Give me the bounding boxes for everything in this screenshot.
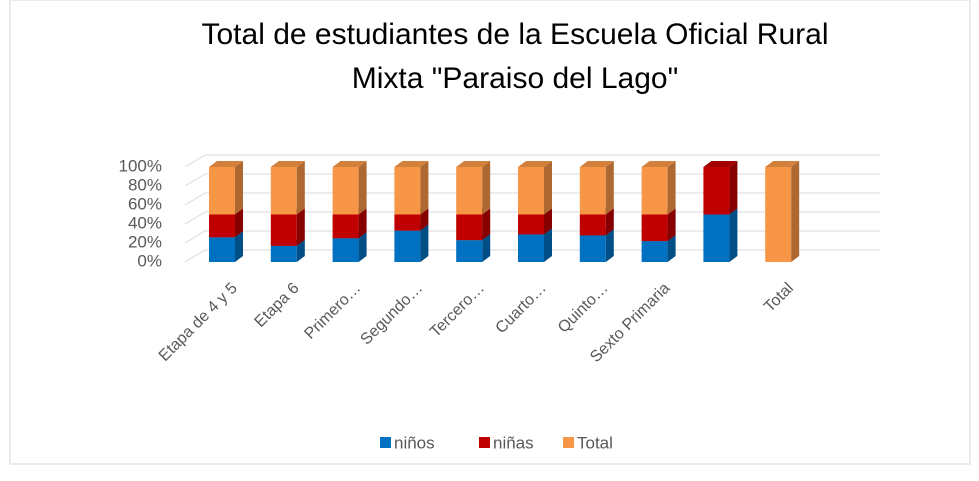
bar-side bbox=[296, 208, 305, 246]
legend-label: Total bbox=[577, 433, 613, 452]
bar-front bbox=[579, 214, 606, 236]
y-tick-label: 40% bbox=[128, 213, 162, 232]
y-tick-label: 0% bbox=[137, 251, 162, 270]
bar-side bbox=[358, 208, 367, 239]
bar-front bbox=[332, 214, 359, 239]
bar-front bbox=[641, 167, 668, 215]
bar-top bbox=[332, 161, 367, 167]
bar-segment bbox=[456, 161, 491, 215]
y-tick-label: 80% bbox=[128, 175, 162, 194]
bar-front bbox=[641, 241, 668, 262]
bar-top bbox=[394, 161, 429, 167]
bar-side bbox=[296, 239, 305, 262]
legend-swatch bbox=[380, 437, 391, 448]
bar-front bbox=[579, 235, 606, 262]
bar-front bbox=[456, 214, 483, 241]
bar-side bbox=[729, 161, 738, 215]
bar-side bbox=[544, 208, 552, 235]
bar-side bbox=[729, 208, 738, 262]
bar-top bbox=[270, 161, 305, 167]
y-tick-label: 100% bbox=[119, 156, 162, 175]
bar-top bbox=[703, 161, 738, 167]
bar-front bbox=[518, 214, 544, 235]
bar-side bbox=[420, 208, 429, 231]
bar-side bbox=[482, 208, 491, 241]
bar-side bbox=[235, 161, 243, 215]
chart-title: Total de estudiantes de la Escuela Ofici… bbox=[201, 18, 828, 51]
legend-label: niños bbox=[394, 433, 435, 452]
bar-side bbox=[235, 208, 243, 238]
bar-segment bbox=[703, 161, 738, 215]
bar-front bbox=[270, 167, 297, 215]
bar-front bbox=[270, 245, 297, 262]
bar-side bbox=[358, 232, 367, 262]
bar-side bbox=[605, 161, 614, 215]
bar-front bbox=[394, 214, 421, 231]
bar-side bbox=[791, 161, 800, 262]
bar-segment bbox=[270, 161, 305, 215]
bar-front bbox=[456, 167, 483, 215]
bar-front bbox=[209, 214, 235, 238]
bar-segment bbox=[394, 161, 429, 215]
bar-segment bbox=[209, 161, 243, 215]
bar-front bbox=[209, 167, 235, 215]
legend-swatch bbox=[479, 437, 490, 448]
bar-segment bbox=[703, 208, 738, 262]
bar-side bbox=[667, 161, 676, 215]
grid-line bbox=[184, 154, 880, 168]
bar-top bbox=[209, 161, 243, 167]
bar-segment bbox=[394, 224, 429, 262]
bar-side bbox=[544, 228, 552, 262]
bar-front bbox=[456, 240, 483, 262]
bar-segment bbox=[332, 161, 367, 215]
bar-top bbox=[456, 161, 491, 167]
bar-side bbox=[296, 161, 305, 215]
bar-front bbox=[394, 230, 421, 262]
bar-side bbox=[482, 161, 491, 215]
bar-side bbox=[358, 161, 367, 215]
y-tick-label: 60% bbox=[128, 194, 162, 213]
bar-side bbox=[420, 161, 429, 215]
legend-swatch bbox=[563, 437, 574, 448]
bar-front bbox=[394, 167, 421, 215]
legend-label: niñas bbox=[493, 433, 534, 452]
bar-side bbox=[544, 161, 552, 215]
bar-front bbox=[703, 214, 730, 262]
bar-top bbox=[518, 161, 552, 167]
bar-side bbox=[667, 235, 676, 262]
bar-side bbox=[667, 208, 676, 242]
bar-segment bbox=[579, 161, 614, 215]
bar-front bbox=[332, 167, 359, 215]
bar-front bbox=[518, 234, 544, 262]
bar-top bbox=[765, 161, 800, 167]
bar-top bbox=[641, 161, 676, 167]
bar-front bbox=[332, 238, 359, 262]
y-tick-label: 20% bbox=[128, 232, 162, 251]
bar-segment bbox=[765, 161, 800, 262]
bar-side bbox=[605, 208, 614, 236]
bar-side bbox=[605, 229, 614, 262]
bar-front bbox=[209, 237, 235, 262]
bar-front bbox=[579, 167, 606, 215]
bar-side bbox=[420, 224, 429, 262]
bar-front bbox=[765, 167, 792, 262]
bar-front bbox=[641, 214, 668, 242]
bar-segment bbox=[518, 161, 552, 215]
bar-segment bbox=[641, 161, 676, 215]
bar-side bbox=[235, 231, 243, 262]
chart-title-line2: Mixta "Paraiso del Lago" bbox=[352, 62, 678, 95]
bar-top bbox=[579, 161, 614, 167]
bar-front bbox=[270, 214, 297, 246]
bar-front bbox=[518, 167, 544, 215]
bar-front bbox=[703, 167, 730, 215]
bar-side bbox=[482, 234, 491, 262]
